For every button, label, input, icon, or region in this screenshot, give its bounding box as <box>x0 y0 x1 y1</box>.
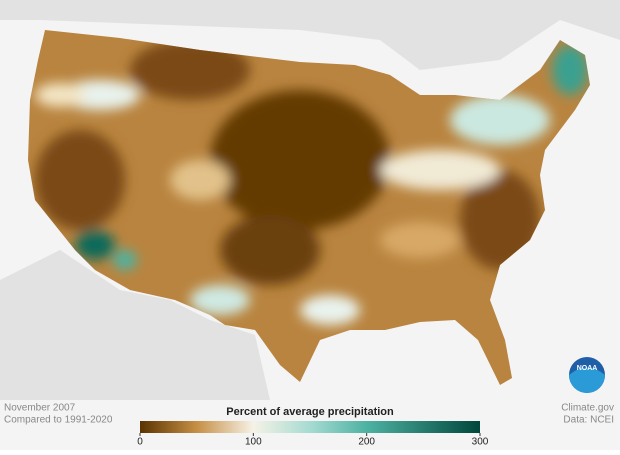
tick-label: 300 <box>472 437 489 448</box>
caption-date: November 2007 <box>4 403 76 414</box>
tick-label: 200 <box>358 437 375 448</box>
mexico <box>0 250 270 400</box>
credit-source: Climate.gov <box>561 403 614 414</box>
legend-title: Percent of average precipitation <box>226 406 394 418</box>
tick-label: 0 <box>137 437 143 448</box>
caption-baseline: Compared to 1991-2020 <box>4 415 113 426</box>
credit-data: Data: NCEI <box>563 415 614 426</box>
canada <box>0 0 620 70</box>
logo-text: NOAA <box>577 365 598 372</box>
tick-label: 100 <box>245 437 262 448</box>
colorbar <box>140 421 480 433</box>
noaa-logo: NOAA <box>569 357 605 393</box>
